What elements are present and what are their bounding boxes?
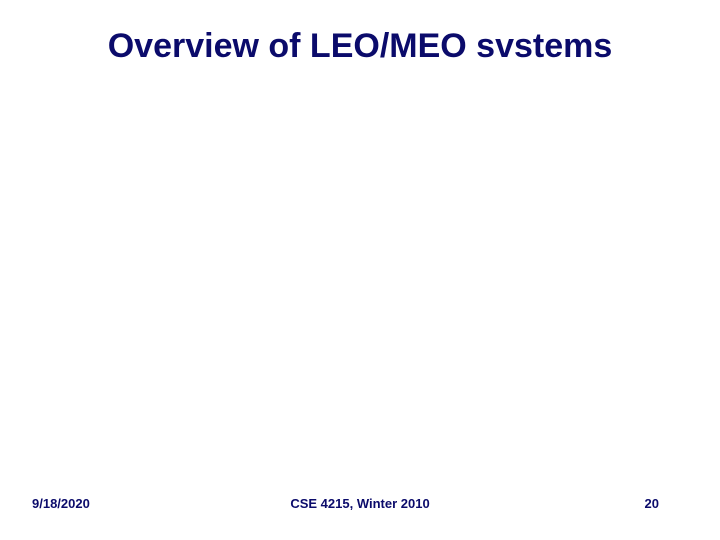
footer-date: 9/18/2020: [32, 496, 90, 511]
slide-title: Overview of LEO/MEO svstems: [107, 27, 613, 65]
page-number: 20: [644, 496, 659, 511]
footer-course: CSE 4215, Winter 2010: [290, 496, 430, 511]
